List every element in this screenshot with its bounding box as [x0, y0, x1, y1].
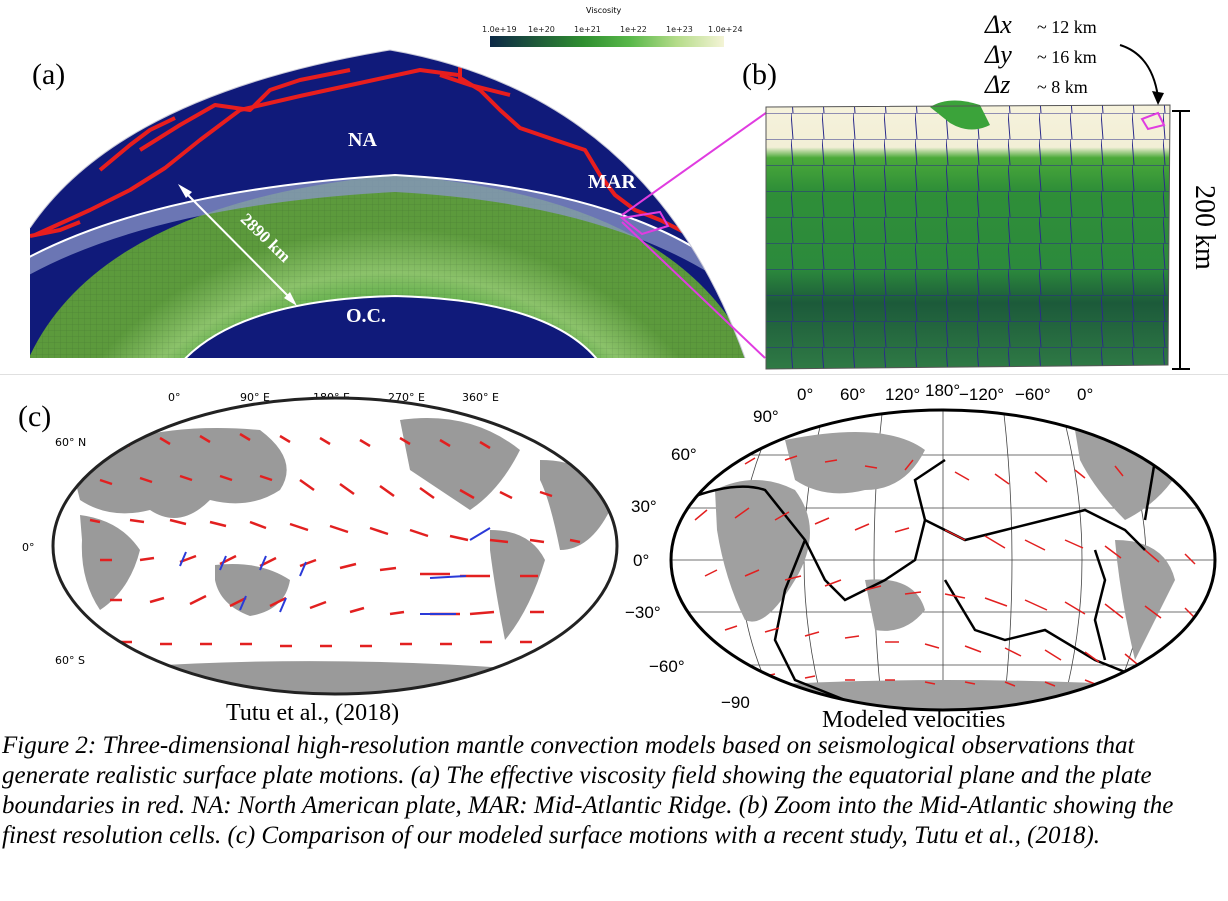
- top-tick: 90° E: [240, 391, 270, 404]
- side-tick: −30°: [625, 603, 661, 622]
- oc-label: O.C.: [346, 305, 386, 327]
- colorbar-tick: 1e+20: [528, 25, 555, 34]
- depth-200-label: 200 km: [1189, 185, 1220, 270]
- mantle-section-figure: 2890 km NA MAR O.C.: [29, 49, 746, 359]
- colorbar-tick: 1e+21: [574, 25, 601, 34]
- colorbar-title: Viscosity: [586, 6, 622, 15]
- na-label: NA: [348, 129, 377, 151]
- colorbar-tick: 1e+23: [666, 25, 693, 34]
- tutu-map-title: Tutu et al., (2018): [226, 700, 400, 726]
- continent: [785, 432, 925, 494]
- side-tick: 60° S: [55, 654, 85, 667]
- top-tick: 0°: [168, 391, 181, 404]
- reference-arrows: [179, 527, 491, 615]
- plate-boundaries: [30, 50, 721, 252]
- top-tick: 120°: [885, 385, 920, 404]
- viscosity-colorbar: Viscosity 1.0e+19 1e+20 1e+21 1e+22 1e+2…: [482, 6, 743, 48]
- modeled-map-title: Modeled velocities: [822, 707, 1006, 733]
- divider: [0, 374, 1228, 375]
- side-tick: 60°: [671, 445, 697, 464]
- panel-a-label: (a): [32, 58, 66, 91]
- top-tick: 0°: [1077, 385, 1093, 404]
- panel-c-label: (c): [18, 400, 52, 433]
- continent: [400, 418, 520, 510]
- colorbar-tick: 1e+22: [620, 25, 647, 34]
- side-tick: 0°: [633, 551, 649, 570]
- continent: [70, 428, 287, 518]
- side-tick: 0°: [22, 541, 35, 554]
- side-tick: −60°: [649, 657, 685, 676]
- continent: [80, 515, 140, 610]
- figure-caption: Figure 2: Three-dimensional high-resolut…: [2, 732, 1174, 849]
- top-tick: −120°: [959, 385, 1004, 404]
- tutu-velocity-map: 0° 90° E 180° E 270° E 360° E 60° N 0° 6…: [22, 391, 619, 696]
- top-tick: 60°: [840, 385, 866, 404]
- side-tick: 90°: [753, 407, 779, 426]
- delta-z: Δz ~ 8 km: [985, 70, 1088, 99]
- resolution-annotation: Δx ~ 12 km Δy ~ 16 km Δz ~ 8 km: [985, 10, 1097, 100]
- outer-core: [172, 294, 607, 358]
- map-frame: [51, 396, 619, 696]
- map-frame: [669, 408, 1217, 712]
- zoom-box: [619, 210, 670, 236]
- continent: [490, 530, 545, 640]
- continent: [865, 579, 925, 631]
- panel-b-label: (b): [742, 58, 777, 91]
- upper-mantle-band: [30, 175, 745, 310]
- antarctica: [90, 661, 590, 694]
- velocity-arrows: [89, 432, 581, 648]
- zoom-cells-figure: 200 km: [765, 44, 1220, 370]
- colorbar-tick: 1.0e+19: [482, 25, 517, 34]
- side-tick: 60° N: [55, 436, 86, 449]
- continent: [1115, 540, 1175, 660]
- side-tick: 30°: [631, 497, 657, 516]
- top-tick: 360° E: [462, 391, 499, 404]
- mar-label: MAR: [588, 171, 636, 193]
- top-tick: 180°: [925, 381, 960, 400]
- top-tick: −60°: [1015, 385, 1051, 404]
- top-tick: 0°: [797, 385, 813, 404]
- modeled-velocity-map: 0° 60° 120° 180° −120° −60° 0° 90° 60° 3…: [625, 381, 1217, 712]
- colorbar-tick: 1.0e+24: [708, 25, 743, 34]
- delta-y: Δy ~ 16 km: [985, 40, 1097, 69]
- zoom-connectors: [621, 109, 771, 359]
- delta-x: Δx ~ 12 km: [985, 10, 1097, 39]
- side-tick: −90: [721, 693, 750, 712]
- colorbar-gradient: [490, 36, 724, 47]
